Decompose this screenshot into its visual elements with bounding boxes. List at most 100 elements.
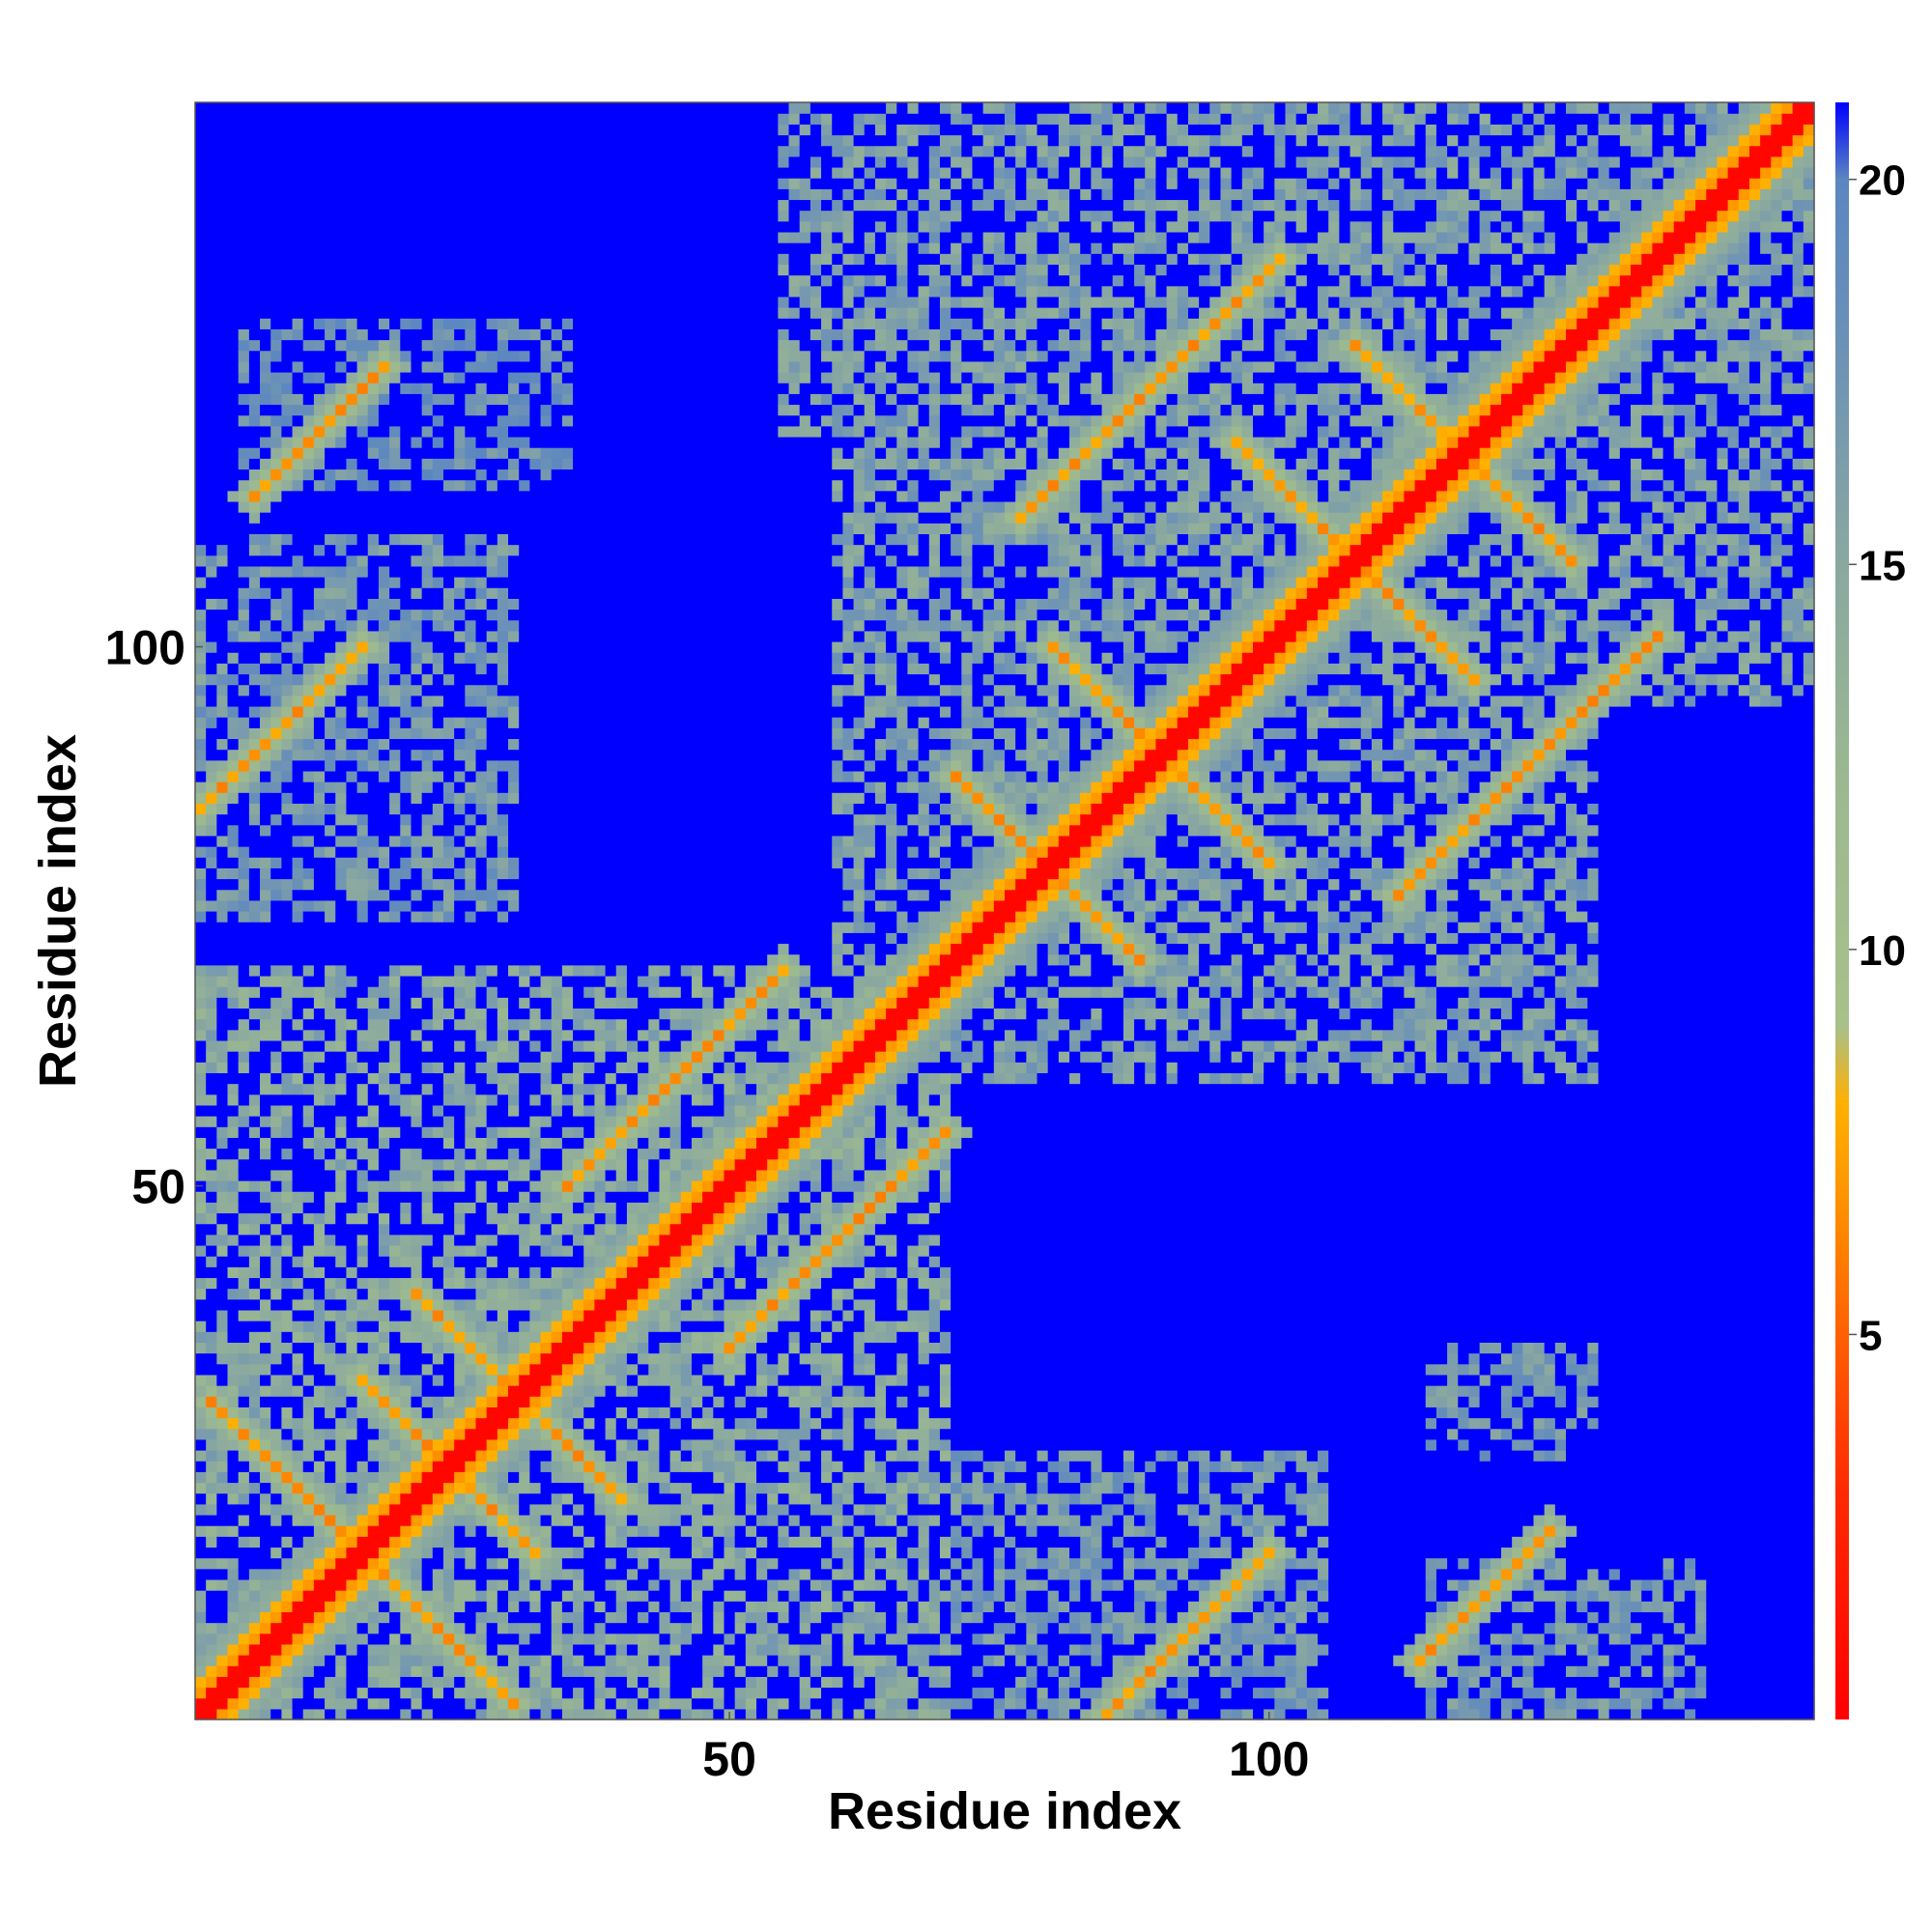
heatmap-cell	[260, 566, 271, 578]
heatmap-cell	[487, 1084, 498, 1095]
heatmap-cell	[346, 1051, 357, 1063]
heatmap-cell	[346, 480, 357, 492]
heatmap-cell	[465, 426, 476, 438]
heatmap-cell	[314, 803, 326, 814]
heatmap-cell	[443, 1482, 455, 1493]
heatmap-cell	[314, 1224, 326, 1236]
heatmap-cell	[508, 976, 520, 987]
heatmap-cell	[476, 555, 488, 567]
heatmap-cell	[379, 286, 390, 298]
heatmap-cell	[529, 318, 541, 329]
heatmap-cell	[379, 1601, 390, 1612]
heatmap-cell	[422, 965, 434, 977]
heatmap-cell	[422, 415, 434, 427]
heatmap-cell	[325, 1224, 336, 1236]
heatmap-cell	[239, 1159, 250, 1171]
heatmap-cell	[529, 986, 541, 998]
heatmap-cell	[249, 781, 261, 793]
heatmap-cell	[228, 814, 240, 826]
heatmap-cell	[497, 102, 509, 114]
heatmap-cell	[346, 976, 357, 987]
heatmap-cell	[293, 587, 304, 599]
heatmap-cell	[400, 1084, 412, 1095]
heatmap-cell	[497, 1623, 509, 1634]
heatmap-cell	[476, 717, 488, 728]
heatmap-cell	[443, 836, 455, 847]
heatmap-cell	[465, 1212, 476, 1224]
heatmap-cell	[216, 890, 228, 901]
heatmap-cell	[239, 976, 250, 987]
heatmap-cell	[228, 1590, 240, 1602]
heatmap-cell	[368, 211, 380, 222]
heatmap-cell	[422, 253, 434, 265]
heatmap-cell	[368, 1191, 380, 1203]
heatmap-cell	[389, 1040, 401, 1052]
heatmap-cell	[270, 1051, 282, 1063]
heatmap-cell	[497, 1299, 509, 1311]
heatmap-cell	[239, 1396, 250, 1407]
heatmap-cell	[206, 297, 217, 308]
heatmap-cell	[281, 846, 293, 858]
heatmap-cell	[325, 458, 336, 469]
heatmap-cell	[260, 264, 271, 275]
heatmap-cell	[541, 134, 553, 146]
heatmap-cell	[303, 134, 315, 146]
heatmap-cell	[216, 738, 228, 750]
heatmap-cell	[249, 610, 261, 621]
heatmap-cell	[541, 1590, 553, 1602]
heatmap-cell	[325, 1212, 336, 1224]
heatmap-cell	[325, 221, 336, 233]
heatmap-cell	[541, 1331, 553, 1343]
heatmap-cell	[519, 328, 530, 340]
heatmap-cell	[216, 134, 228, 146]
heatmap-cell	[400, 286, 412, 298]
heatmap-cell	[389, 328, 401, 340]
heatmap-cell	[497, 232, 509, 243]
heatmap-cell	[325, 512, 336, 524]
heatmap-cell	[303, 469, 315, 480]
heatmap-cell	[433, 1245, 444, 1257]
heatmap-cell	[433, 297, 444, 308]
heatmap-cell	[228, 738, 240, 750]
heatmap-cell	[400, 242, 412, 254]
heatmap-cell	[314, 1105, 326, 1117]
heatmap-cell	[314, 922, 326, 933]
heatmap-cell	[454, 188, 466, 200]
heatmap-cell	[465, 846, 476, 858]
heatmap-cell	[465, 480, 476, 492]
heatmap-cell	[216, 1266, 228, 1278]
heatmap-cell	[379, 867, 390, 879]
heatmap-cell	[443, 1084, 455, 1095]
heatmap-cell	[249, 1224, 261, 1236]
heatmap-cell	[249, 750, 261, 761]
heatmap-cell	[443, 480, 455, 492]
heatmap-cell	[206, 1579, 217, 1591]
heatmap-cell	[368, 307, 380, 319]
heatmap-cell	[379, 1676, 390, 1688]
heatmap-cell	[281, 512, 293, 524]
heatmap-cell	[389, 340, 401, 352]
heatmap-cell	[487, 1547, 498, 1558]
heatmap-cell	[346, 491, 357, 502]
heatmap-cell	[216, 727, 228, 739]
heatmap-cell	[228, 879, 240, 891]
heatmap-cell	[346, 134, 357, 146]
heatmap-cell	[379, 469, 390, 480]
heatmap-cell	[260, 437, 271, 448]
heatmap-cell	[519, 351, 530, 362]
heatmap-cell	[303, 641, 315, 653]
heatmap-cell	[281, 1623, 293, 1634]
heatmap-cell	[368, 1202, 380, 1213]
heatmap-cell	[389, 469, 401, 480]
heatmap-cell	[260, 685, 271, 696]
heatmap-cell	[389, 156, 401, 168]
heatmap-cell	[270, 1655, 282, 1666]
heatmap-cell	[335, 577, 347, 588]
heatmap-cell	[465, 566, 476, 578]
heatmap-cell	[497, 1579, 509, 1591]
heatmap-cell	[368, 167, 380, 179]
heatmap-cell	[519, 1601, 530, 1612]
heatmap-cell	[508, 610, 520, 621]
heatmap-cell	[389, 124, 401, 135]
heatmap-cell	[335, 491, 347, 502]
